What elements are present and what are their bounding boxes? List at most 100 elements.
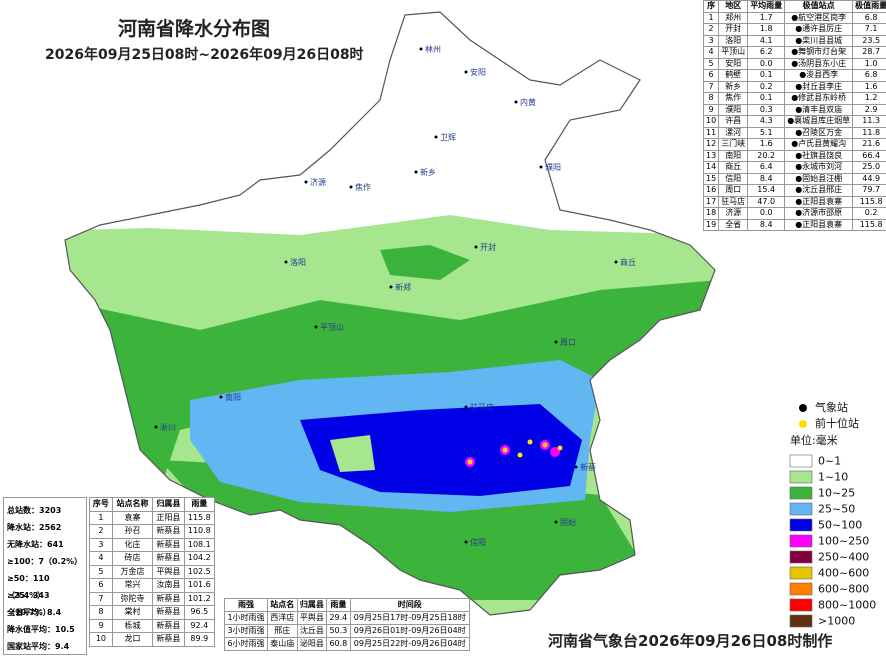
place-label: 洛阳 xyxy=(290,257,306,267)
table-cell: 6 xyxy=(702,69,720,82)
table-cell: 104.2 xyxy=(183,551,216,566)
table-cell: 1小时雨强 xyxy=(224,611,268,625)
table-cell: 10 xyxy=(89,632,113,647)
table-cell: 18 xyxy=(702,207,720,220)
table-cell: 66.4 xyxy=(852,149,886,162)
column-header: 站点名称 xyxy=(111,497,154,512)
station-dot xyxy=(614,260,618,264)
table-cell: 龙口 xyxy=(111,632,154,647)
table-cell: 7 xyxy=(702,80,720,93)
table-cell: ●汤阴县东小庄 xyxy=(784,57,854,70)
table-cell: 2.9 xyxy=(852,103,886,116)
table-cell: 09月26日01时-09月26日04时 xyxy=(349,624,470,638)
table-cell: 79.7 xyxy=(852,184,886,197)
table-cell: 96.5 xyxy=(183,605,216,620)
table-cell: 15.4 xyxy=(747,184,786,197)
table-cell: 1.6 xyxy=(852,80,886,93)
table-cell: ●修武县东岭桥 xyxy=(784,92,854,105)
table-cell: 新蔡县 xyxy=(152,551,185,566)
table-cell: 开封 xyxy=(718,23,749,36)
statistic: 无降水站：641 xyxy=(7,540,64,549)
table-row: 15 信阳 8.4 ●固始县汪棚 44.9 xyxy=(702,172,886,185)
table-row: 4 平顶山 6.2 ●舞钢市灯台架 28.7 xyxy=(702,46,886,59)
station-dot xyxy=(574,465,578,469)
legend-label: >1000 xyxy=(818,615,855,628)
station-dot xyxy=(554,520,558,524)
table-cell: 25.0 xyxy=(852,161,886,174)
province-border xyxy=(64,11,716,616)
table-cell: 2 xyxy=(89,524,113,539)
table-cell: 新蔡县 xyxy=(152,591,185,606)
table-cell: 新蔡县 xyxy=(152,605,185,620)
table-cell: 新蔡县 xyxy=(152,537,185,552)
table-cell: ●航空港区岗李 xyxy=(784,11,854,24)
table-cell: 鹤壁 xyxy=(718,69,749,82)
table-cell: 平顶山 xyxy=(718,46,749,59)
table-cell: 0.1 xyxy=(747,69,786,82)
station-dot xyxy=(219,395,223,399)
table-row: 1小时雨强 西洋店 平舆县 29.4 09月25日17时-09月25日18时 xyxy=(224,611,470,625)
place-label: 濮阳 xyxy=(545,162,561,172)
table-row: 6 常兴 汝南县 101.6 xyxy=(89,578,216,593)
header-row: 序号 站点名称 归属县 雨量 xyxy=(89,497,216,512)
table-cell: 3 xyxy=(89,537,113,552)
station-dot xyxy=(539,165,543,169)
legend-label: 前十位站 xyxy=(815,416,859,430)
table-cell: 0.0 xyxy=(747,207,786,220)
table-row: 19 全省 8.4 ●正阳县袁寨 115.8 xyxy=(702,218,886,231)
table-cell: 4.1 xyxy=(747,34,786,47)
place-label: 林州 xyxy=(425,44,441,54)
legend-swatch xyxy=(789,614,813,628)
table-cell: 南阳 xyxy=(718,149,749,162)
table-cell: 万金店 xyxy=(111,564,154,579)
table-cell: 1.7 xyxy=(747,11,786,24)
table-row: 6小时雨强 泰山庙 泌阳县 60.8 09月25日22时-09月26日04时 xyxy=(224,637,470,651)
table-cell: ●栾川县县城 xyxy=(784,34,854,47)
table-row: 6 鹤壁 0.1 ●浚县西李 6.8 xyxy=(702,69,886,82)
table-cell: 115.8 xyxy=(852,195,886,208)
table-cell: 4.3 xyxy=(747,115,786,128)
table-cell: 信阳 xyxy=(718,172,749,185)
table-cell: 9 xyxy=(702,103,720,116)
header-row: 雨强 站点名 归属县 雨量 时间段 xyxy=(224,598,470,612)
top-station xyxy=(502,447,508,453)
table-cell: 洛阳 xyxy=(718,34,749,47)
table-cell: 4 xyxy=(89,551,113,566)
table-cell: ●沈丘县邢庄 xyxy=(784,184,854,197)
legend-swatch xyxy=(789,598,813,612)
table-cell: 11.3 xyxy=(852,115,886,128)
column-header: 序号 xyxy=(89,497,113,512)
table-cell: ●通许县厉庄 xyxy=(784,23,854,36)
table-cell: 11 xyxy=(702,126,720,139)
top-station xyxy=(517,452,523,458)
place-label: 内黄 xyxy=(520,97,536,107)
table-cell: 安阳 xyxy=(718,57,749,70)
intensity-table: 雨强 站点名 归属县 雨量 时间段 1小时雨强 西洋店 平舆县 29.4 09月25日17时-09… xyxy=(224,598,470,651)
station-dot xyxy=(414,170,418,174)
rain-area xyxy=(380,245,470,280)
table-row: 17 驻马店 47.0 ●正阳县袁寨 115.8 xyxy=(702,195,886,208)
station-dot xyxy=(434,135,438,139)
table-cell: 20.2 xyxy=(747,149,786,162)
place-label: 商丘 xyxy=(620,257,636,267)
rain-area xyxy=(330,435,375,472)
table-cell: 5.1 xyxy=(747,126,786,139)
table-row: 16 周口 15.4 ●沈丘县邢庄 79.7 xyxy=(702,184,886,197)
table-row: 2 开封 1.8 ●通许县厉庄 7.1 xyxy=(702,23,886,36)
station-dot xyxy=(419,47,423,51)
table-cell: 泌阳县 xyxy=(296,637,328,651)
table-cell: 8.4 xyxy=(747,172,786,185)
table-row: 8 焦作 0.1 ●修武县东岭桥 1.2 xyxy=(702,92,886,105)
table-cell: 驻马店 xyxy=(718,195,749,208)
table-cell: 28.7 xyxy=(852,46,886,59)
table-cell: 6小时雨强 xyxy=(224,637,268,651)
statistic: ≥50：110（3.4%） xyxy=(7,574,50,600)
table-cell: 1.6 xyxy=(747,138,786,151)
column-header: 极值雨量 xyxy=(852,0,886,13)
legend-swatch xyxy=(789,534,813,548)
table-cell: ●济源市邵原 xyxy=(784,207,854,220)
table-cell: 16 xyxy=(702,184,720,197)
legend-label: 600~800 xyxy=(818,583,869,596)
place-label: 济源 xyxy=(310,177,326,187)
table-row: 3小时雨强 邢庄 沈丘县 50.3 09月26日01时-09月26日04时 xyxy=(224,624,470,638)
